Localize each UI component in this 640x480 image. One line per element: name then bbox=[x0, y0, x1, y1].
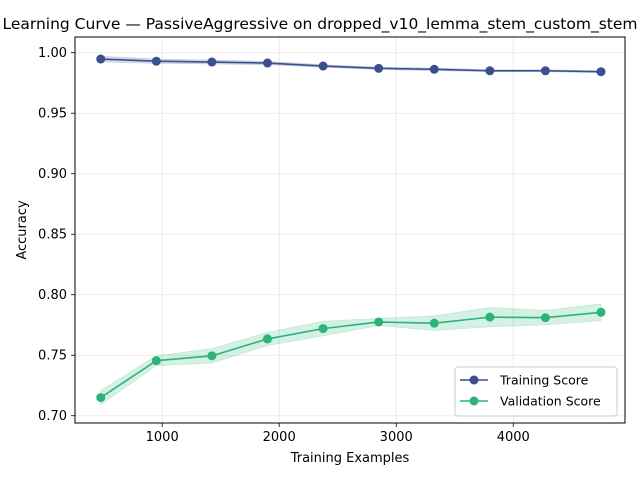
training-score-point bbox=[596, 67, 606, 77]
validation-score-point bbox=[207, 351, 217, 361]
validation-score-point bbox=[429, 318, 439, 328]
plot-frame bbox=[74, 36, 626, 424]
validation-score-point bbox=[151, 356, 161, 366]
training-score-legend-label: Training Score bbox=[499, 373, 589, 388]
y-tick-label: 0.85 bbox=[38, 228, 67, 243]
validation-score-point bbox=[540, 313, 550, 323]
y-tick-label: 0.90 bbox=[38, 167, 67, 182]
training-score-point bbox=[429, 64, 439, 74]
grid bbox=[75, 37, 625, 423]
training-score-point bbox=[485, 66, 495, 76]
legend: Training Score Validation Score bbox=[454, 366, 618, 417]
confidence-bands bbox=[100, 55, 602, 406]
y-tick-label: 0.95 bbox=[38, 107, 67, 122]
axis-ticks: 1000 2000 3000 4000 0.70 0.75 0.80 0.85 0.90 0.95… bbox=[38, 46, 530, 445]
training-score-point bbox=[540, 66, 550, 76]
training-score-point bbox=[151, 56, 161, 66]
x-tick-label: 3000 bbox=[380, 430, 413, 445]
validation-score-point bbox=[96, 393, 106, 403]
validation-score-point bbox=[485, 312, 495, 322]
validation-score-point bbox=[596, 307, 606, 317]
training-score-legend-marker bbox=[469, 375, 479, 385]
validation-score-legend-label: Validation Score bbox=[500, 394, 601, 409]
x-tick-label: 2000 bbox=[263, 430, 296, 445]
series-lines bbox=[96, 54, 606, 403]
legend-box bbox=[454, 366, 618, 417]
y-tick-label: 0.80 bbox=[38, 288, 67, 303]
training-score-line bbox=[100, 58, 602, 73]
y-tick-label: 0.70 bbox=[38, 409, 67, 424]
x-tick-label: 4000 bbox=[497, 430, 530, 445]
y-axis-label: Accuracy bbox=[15, 200, 30, 260]
validation-score-point bbox=[374, 317, 384, 327]
validation-score-line bbox=[100, 311, 602, 399]
training-score-point bbox=[263, 58, 272, 68]
x-axis-label: Training Examples bbox=[290, 451, 410, 466]
training-score-point bbox=[96, 54, 106, 64]
validation-score-legend-marker bbox=[469, 396, 479, 406]
y-tick-label: 1.00 bbox=[38, 46, 67, 61]
validation-score-point bbox=[263, 334, 272, 344]
training-score-point bbox=[207, 57, 217, 67]
training-score-point bbox=[374, 63, 384, 73]
y-tick-label: 0.75 bbox=[38, 349, 67, 364]
chart-title: Learning Curve — PassiveAggressive on dr… bbox=[2, 15, 637, 34]
validation-score-point bbox=[318, 324, 328, 334]
x-tick-label: 1000 bbox=[146, 430, 179, 445]
training-score-point bbox=[318, 61, 328, 71]
validation-score-band bbox=[100, 303, 602, 406]
